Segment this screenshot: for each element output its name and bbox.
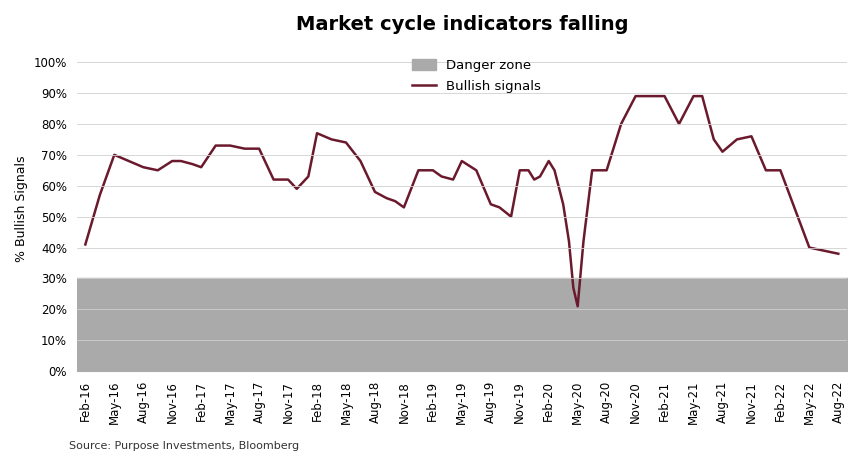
Y-axis label: % Bullish Signals: % Bullish Signals (15, 156, 28, 262)
Title: Market cycle indicators falling: Market cycle indicators falling (295, 15, 628, 34)
Text: Source: Purpose Investments, Bloomberg: Source: Purpose Investments, Bloomberg (69, 441, 299, 451)
Legend: Danger zone, Bullish signals: Danger zone, Bullish signals (406, 53, 546, 99)
